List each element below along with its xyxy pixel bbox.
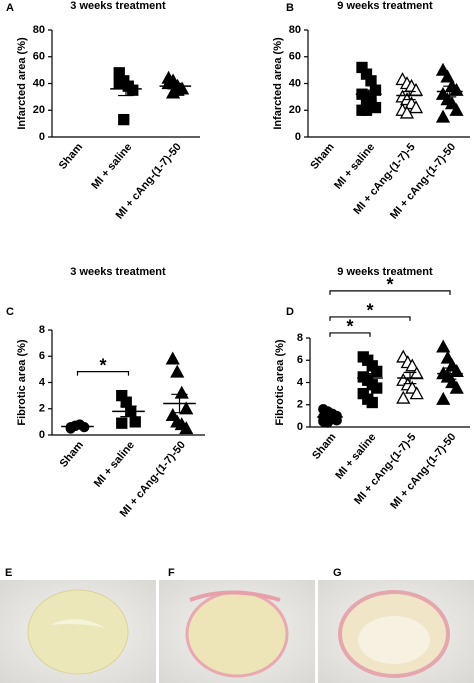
panel: D 9 weeks treatment Fibrotic area (%) 0 2 4 6 8… xyxy=(274,266,470,512)
x-tick-label: MI + saline xyxy=(89,141,134,192)
point xyxy=(440,350,455,364)
significance-bracket xyxy=(329,316,411,321)
image-label: E xyxy=(5,567,12,579)
y-tick-label: 6 xyxy=(39,350,45,362)
significance-label: * xyxy=(366,301,373,321)
point xyxy=(360,104,373,116)
significance-label: * xyxy=(386,275,393,295)
image-g: G xyxy=(318,567,474,683)
point xyxy=(409,386,424,400)
significance-bracket xyxy=(329,290,451,295)
y-tick-label: 6 xyxy=(297,354,303,366)
y-tick-label: 60 xyxy=(33,51,45,63)
x-tick-label: Sham xyxy=(57,141,86,172)
point xyxy=(435,109,451,123)
point xyxy=(436,391,451,405)
significance-bracket xyxy=(329,332,371,337)
y-tick-label: 2 xyxy=(39,403,45,415)
y-tick-label: 60 xyxy=(289,51,301,63)
y-axis-label: Infarcted area (%) xyxy=(272,37,284,130)
y-tick-label: 0 xyxy=(39,429,45,441)
point xyxy=(113,77,125,90)
y-tick-label: 8 xyxy=(297,332,303,344)
point xyxy=(165,351,180,365)
point xyxy=(440,69,455,83)
point xyxy=(118,113,130,126)
y-tick-label: 0 xyxy=(295,131,301,143)
point xyxy=(399,105,415,119)
y-tick-label: 0 xyxy=(39,131,45,143)
y-axis-label: Infarcted area (%) xyxy=(16,37,28,130)
significance-bracket xyxy=(76,371,130,376)
point xyxy=(396,390,411,404)
point xyxy=(170,364,185,378)
significance-label: * xyxy=(346,317,353,337)
panel-label: D xyxy=(286,306,294,318)
x-tick-label: Sham xyxy=(58,439,87,470)
y-tick-label: 20 xyxy=(289,104,301,116)
point xyxy=(365,75,377,87)
point xyxy=(174,385,189,399)
y-tick-label: 0 xyxy=(297,421,303,433)
panel: A 3 weeks treatment Infarcted area (%) 0 20 4… xyxy=(6,0,200,222)
y-tick-label: 40 xyxy=(289,77,301,89)
point xyxy=(405,358,420,372)
image-f: F xyxy=(159,567,315,683)
x-tick-label: Sham xyxy=(308,141,337,172)
point xyxy=(170,82,185,96)
image-label: F xyxy=(168,567,175,579)
panel-label: A xyxy=(6,2,14,14)
x-tick-label: Sham xyxy=(310,431,339,462)
y-axis-label: Fibrotic area (%) xyxy=(16,339,28,426)
point xyxy=(371,365,383,378)
significance-label: * xyxy=(99,355,106,375)
y-tick-label: 20 xyxy=(33,104,45,116)
x-tick-label: MI + saline xyxy=(333,431,378,482)
x-tick-label: MI + saline xyxy=(92,439,137,490)
y-tick-label: 8 xyxy=(39,324,45,336)
point xyxy=(179,401,194,415)
y-tick-label: 2 xyxy=(297,399,303,411)
panel-title: 9 weeks treatment xyxy=(337,0,433,12)
point xyxy=(365,91,377,103)
point xyxy=(449,102,464,116)
point xyxy=(371,382,383,394)
image-label: G xyxy=(333,567,342,579)
point xyxy=(436,339,451,353)
y-tick-label: 4 xyxy=(297,376,304,388)
y-tick-label: 80 xyxy=(33,24,45,36)
point xyxy=(449,380,464,394)
point xyxy=(116,417,128,429)
point xyxy=(366,396,378,409)
point xyxy=(127,84,139,96)
y-tick-label: 40 xyxy=(33,77,45,89)
panel-label: B xyxy=(286,2,294,14)
point xyxy=(129,416,141,428)
panel-title: 3 weeks treatment xyxy=(70,0,166,12)
y-tick-label: 4 xyxy=(39,376,46,388)
panel-title: 9 weeks treatment xyxy=(337,266,433,278)
panel-title: 3 weeks treatment xyxy=(70,266,166,278)
panel-label: C xyxy=(6,306,14,318)
point xyxy=(179,421,194,435)
y-tick-label: 80 xyxy=(289,24,301,36)
point xyxy=(449,82,464,96)
point xyxy=(408,100,424,114)
point xyxy=(322,417,333,428)
image-e: E xyxy=(0,567,156,683)
panel: B 9 weeks treatment Infarcted area (%) 0 20 4… xyxy=(272,0,470,222)
x-tick-label: MI + saline xyxy=(332,141,377,192)
panel: C 3 weeks treatment Fibrotic area (%) 0 2 4 6 8… xyxy=(6,266,205,520)
y-axis-label: Fibrotic area (%) xyxy=(274,339,286,426)
